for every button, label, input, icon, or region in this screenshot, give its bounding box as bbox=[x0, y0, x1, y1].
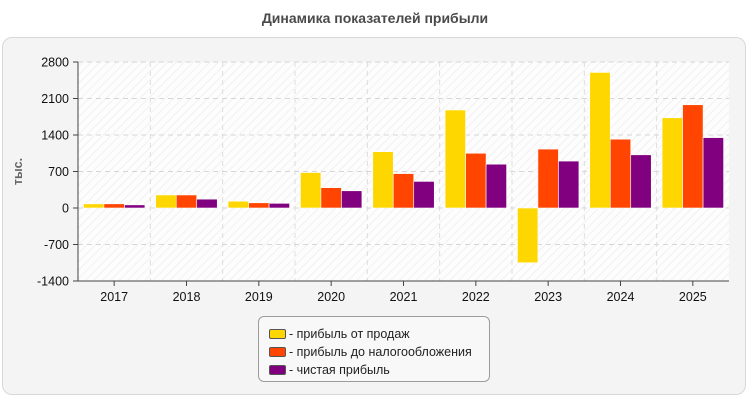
bar-2025-series-2 bbox=[682, 104, 704, 209]
bar-2017-series-3 bbox=[124, 204, 146, 209]
bar-2021-series-2 bbox=[392, 173, 415, 209]
y-tick-label: -1400 bbox=[37, 275, 69, 289]
bar-2018-series-2 bbox=[175, 194, 198, 209]
x-tick-label: 2020 bbox=[317, 290, 345, 304]
x-tick-label: 2021 bbox=[390, 290, 418, 304]
legend-label: - прибыль от продаж bbox=[289, 327, 410, 341]
bar-2024-series-3 bbox=[630, 154, 652, 209]
bar-2017-series-2 bbox=[103, 203, 125, 209]
legend-label: - чистая прибыль bbox=[289, 363, 390, 377]
y-tick-label: 0 bbox=[62, 202, 69, 216]
bar-2023-series-3 bbox=[558, 160, 580, 209]
bar-2023-series-1 bbox=[517, 207, 539, 264]
bar-2022-series-1 bbox=[444, 109, 466, 209]
legend-item: - прибыль до налогообложения bbox=[269, 343, 489, 361]
x-tick-label: 2022 bbox=[462, 290, 490, 304]
x-tick-label: 2024 bbox=[607, 290, 635, 304]
bar-2020-series-3 bbox=[341, 190, 363, 209]
bar-2018-series-1 bbox=[155, 194, 177, 209]
legend-swatch bbox=[269, 365, 286, 375]
bars-layer bbox=[83, 72, 724, 264]
legend-label: - прибыль до налогообложения bbox=[289, 345, 472, 359]
legend-swatch bbox=[269, 347, 286, 357]
x-tick-label: 2019 bbox=[245, 290, 273, 304]
bar-2020-series-2 bbox=[320, 187, 342, 209]
y-axis-label: тыс. bbox=[11, 158, 25, 185]
bar-2024-series-2 bbox=[609, 138, 632, 209]
label-layer: 2800 2100 1400 700 0 -700 -1400 2017 2018 2019 202… bbox=[11, 56, 707, 305]
legend: - прибыль от продаж - прибыль до налогооб… bbox=[258, 316, 490, 382]
y-tick-label: 2100 bbox=[41, 92, 69, 106]
x-tick-label: 2018 bbox=[173, 290, 201, 304]
bar-2018-series-3 bbox=[196, 198, 218, 209]
legend-item: - прибыль от продаж bbox=[269, 325, 489, 343]
bar-2025-series-1 bbox=[661, 117, 683, 209]
bar-2023-series-2 bbox=[537, 148, 559, 209]
bar-2024-series-1 bbox=[589, 72, 611, 209]
bar-2017-series-1 bbox=[83, 203, 105, 209]
bar-2021-series-3 bbox=[413, 181, 435, 209]
y-tick-label: 1400 bbox=[41, 129, 69, 143]
bar-2019-series-3 bbox=[268, 203, 290, 209]
y-tick-label: -700 bbox=[44, 238, 69, 252]
x-tick-label: 2017 bbox=[100, 290, 128, 304]
bar-2019-series-2 bbox=[248, 202, 270, 209]
bar-2020-series-1 bbox=[300, 172, 322, 209]
bar-2022-series-2 bbox=[465, 152, 487, 209]
bar-2022-series-3 bbox=[485, 163, 507, 209]
bar-2025-series-3 bbox=[702, 137, 724, 209]
bar-2019-series-1 bbox=[227, 200, 249, 209]
x-tick-label: 2023 bbox=[534, 290, 562, 304]
y-tick-label: 2800 bbox=[41, 56, 69, 70]
legend-swatch bbox=[269, 329, 286, 339]
bar-2021-series-1 bbox=[372, 151, 394, 209]
axis-layer bbox=[73, 61, 729, 286]
x-tick-label: 2025 bbox=[679, 290, 707, 304]
legend-item: - чистая прибыль bbox=[269, 361, 489, 379]
chart-title: Динамика показателей прибыли bbox=[261, 10, 489, 26]
y-tick-label: 700 bbox=[48, 165, 69, 179]
